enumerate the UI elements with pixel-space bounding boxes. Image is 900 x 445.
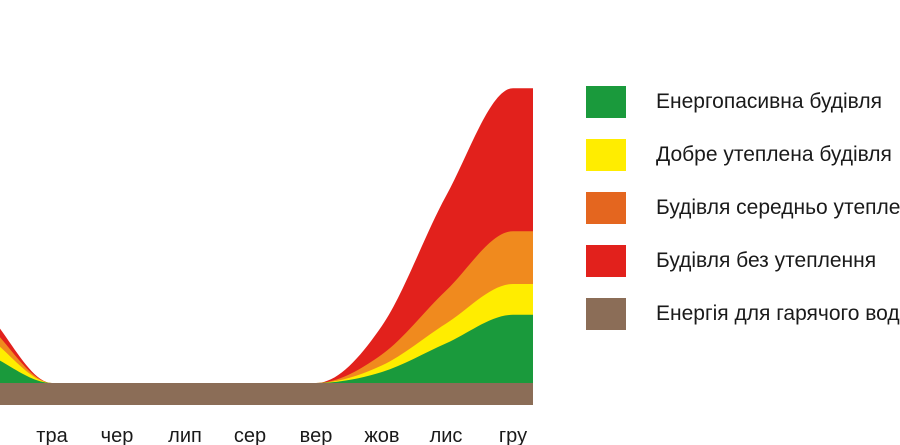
x-tick-label: вер [300, 425, 333, 445]
area-not-insulated [0, 88, 533, 384]
legend-item: Добре утеплена будівля [586, 139, 900, 192]
x-tick-label: жов [364, 425, 399, 445]
legend: Енергопасивна будівля Добре утеплена буді… [586, 86, 900, 351]
stacked-area-chart: тра чер лип сер вер жов лис гру [0, 88, 533, 445]
x-tick-label: лип [168, 425, 202, 445]
legend-label: Добре утеплена будівля [656, 143, 892, 166]
area-hot-water [0, 383, 533, 405]
x-tick-label: лис [430, 425, 463, 445]
area-well-insulated [0, 284, 533, 384]
legend-label: Енергопасивна будівля [656, 90, 882, 113]
legend-swatch [586, 192, 626, 224]
x-tick-label: гру [499, 425, 527, 445]
legend-swatch [586, 139, 626, 171]
x-tick-label: сер [234, 425, 266, 445]
chart-areas [0, 88, 533, 405]
legend-swatch [586, 298, 626, 330]
x-tick-label: чер [101, 425, 134, 445]
legend-swatch [586, 245, 626, 277]
legend-item: Будівля без утеплення [586, 245, 900, 298]
legend-item: Енергопасивна будівля [586, 86, 900, 139]
x-tick-label: тра [36, 425, 68, 445]
legend-label: Будівля без утеплення [656, 249, 877, 272]
legend-label: Енергія для гарячого водопостачання [656, 302, 900, 325]
legend-item: Енергія для гарячого водопостачання [586, 298, 900, 351]
legend-item: Будівля середньо утеплена [586, 192, 900, 245]
x-axis-ticks: тра чер лип сер вер жов лис гру [36, 425, 527, 445]
area-medium-insulated [0, 231, 533, 384]
legend-label: Будівля середньо утеплена [656, 196, 900, 219]
legend-swatch [586, 86, 626, 118]
area-passive-building [0, 314, 533, 384]
